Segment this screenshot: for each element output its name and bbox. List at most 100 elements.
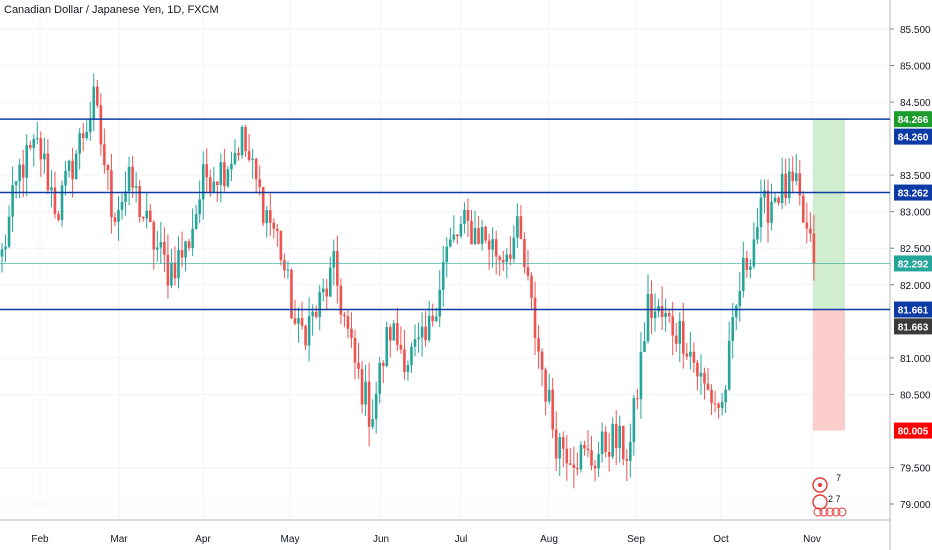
candle-body	[226, 169, 230, 187]
y-tick-label: 81.000	[900, 354, 931, 365]
candle-body	[297, 318, 300, 324]
y-tick-label: 85.000	[900, 62, 931, 73]
candle-body	[632, 398, 636, 442]
candle-body	[46, 153, 50, 191]
candle-body	[763, 190, 766, 198]
stop-zone	[813, 309, 845, 431]
candle-body	[696, 362, 699, 377]
candle-body	[650, 293, 653, 319]
candle-body	[410, 346, 413, 365]
candle-body	[713, 403, 717, 405]
candle-body	[272, 222, 276, 229]
candle-body	[424, 326, 427, 341]
candle-body	[586, 448, 590, 451]
price-label-text: 81.661	[898, 306, 929, 317]
candle-body	[57, 213, 60, 220]
candle-body	[4, 246, 7, 250]
candle-body	[187, 241, 191, 248]
candle-body	[163, 241, 166, 255]
candle-body	[441, 262, 445, 290]
candle-body	[667, 312, 671, 317]
candle-body	[523, 238, 526, 268]
candle-body	[194, 214, 198, 229]
candle-body	[371, 419, 374, 427]
candle-body	[611, 424, 614, 457]
price-label-badge	[894, 422, 932, 439]
candle-body	[106, 164, 110, 171]
candle-body	[156, 247, 159, 250]
candle-body	[152, 222, 156, 250]
candle-body	[141, 217, 145, 219]
candle-body	[671, 316, 674, 336]
candle-body	[639, 352, 643, 400]
candle-body	[385, 327, 389, 367]
candle-body	[74, 153, 78, 180]
candle-body	[512, 237, 516, 259]
candle-body	[392, 323, 396, 341]
x-tick-label: Nov	[803, 534, 821, 545]
candle-body	[477, 228, 480, 244]
candle-body	[14, 181, 18, 186]
candle-body	[699, 372, 703, 377]
candle-body	[180, 250, 184, 258]
candle-body	[794, 173, 798, 182]
candle-body	[103, 144, 106, 165]
x-tick-label: Sep	[627, 534, 645, 545]
candle-body	[293, 318, 297, 324]
candle-body	[18, 164, 21, 182]
candle-body	[583, 444, 586, 449]
candle-body	[381, 362, 385, 367]
candle-body	[706, 383, 710, 390]
candle-body	[604, 431, 607, 453]
candle-body	[219, 162, 223, 186]
candle-body	[336, 251, 339, 286]
candle-body	[413, 339, 417, 347]
target-zone	[813, 119, 845, 310]
candle-body	[449, 239, 452, 247]
chart-title: Canadian Dollar / Japanese Yen, 1D, FXCM	[4, 4, 219, 16]
x-tick-label: Aug	[540, 534, 558, 545]
candle-body	[399, 344, 403, 350]
candle-body	[191, 228, 194, 248]
candle-body	[438, 289, 442, 317]
candle-body	[770, 201, 773, 223]
candle-body	[247, 151, 251, 160]
price-label-badge	[894, 128, 932, 145]
candle-body	[579, 444, 583, 470]
candle-body	[777, 197, 780, 203]
candle-body	[184, 241, 187, 258]
candle-body	[318, 292, 321, 317]
candle-body	[201, 164, 205, 200]
candle-body	[484, 226, 487, 241]
candle-body	[60, 185, 64, 220]
candle-body	[653, 311, 657, 319]
y-tick-label: 82.500	[900, 244, 931, 255]
candle-body	[625, 459, 629, 461]
candle-body	[780, 173, 784, 203]
candle-body	[643, 341, 646, 353]
candle-body	[378, 362, 382, 394]
candle-body	[805, 222, 809, 229]
candle-body	[657, 306, 660, 312]
candle-body	[554, 429, 558, 459]
y-tick-label: 85.500	[900, 25, 931, 36]
candle-body	[279, 230, 283, 261]
price-label-badge	[894, 301, 932, 318]
candle-body	[339, 285, 343, 315]
candle-body	[389, 327, 392, 341]
candle-body	[159, 241, 163, 248]
candle-body	[692, 351, 696, 363]
candle-body	[39, 138, 43, 160]
price-label-badge	[894, 111, 932, 128]
candle-body	[618, 425, 622, 449]
candle-body	[674, 335, 678, 344]
x-tick-label: May	[281, 534, 300, 545]
candle-body	[551, 389, 554, 430]
candle-body	[261, 187, 265, 224]
candle-body	[88, 118, 92, 132]
candle-body	[325, 288, 329, 297]
candle-body	[544, 369, 547, 402]
candle-body	[403, 349, 406, 372]
